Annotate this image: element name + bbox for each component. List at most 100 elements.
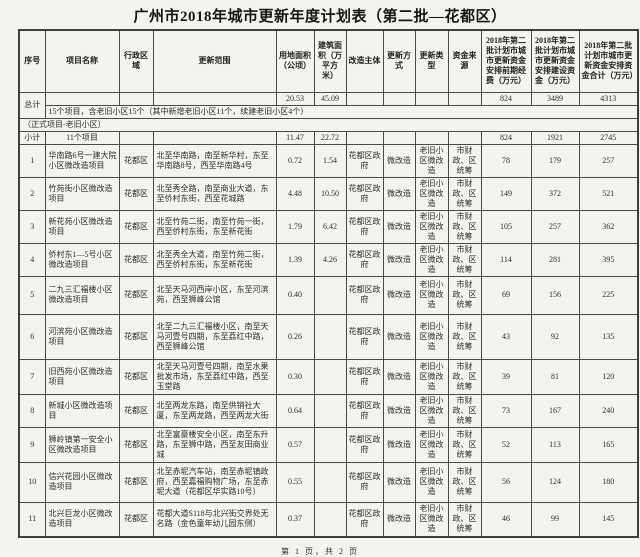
cell-pre-fund: 69 — [480, 275, 532, 315]
cell-type: 老旧小区微改造 — [414, 358, 449, 395]
cell-type: 老旧小区微改造 — [414, 275, 449, 315]
cell-empty — [44, 91, 120, 106]
cell-fund-source: 市财政、区统筹 — [447, 358, 482, 395]
cell-no: 7 — [18, 358, 46, 395]
cell-construction-fund: 92 — [530, 313, 580, 360]
cell-district: 花都区 — [118, 176, 154, 211]
cell-total-fund: 257 — [578, 143, 639, 178]
table-row: 5 二九三汇福楼小区微改造项目 花都区 北至天马河西岸小区，东至河滨苑，西至狮峰公馆 0… — [18, 275, 639, 315]
cell-building-area: 6.42 — [313, 209, 347, 244]
cell-pre-fund: 78 — [480, 143, 532, 178]
col-header-subject: 改造主体 — [345, 29, 384, 93]
cell-fund-source: 市财政、区统筹 — [447, 242, 482, 277]
cell-district: 花都区 — [118, 501, 154, 538]
cell-construction-fund: 372 — [530, 176, 580, 211]
subtotal-label: 小计 — [18, 130, 46, 145]
total-land-area: 20.53 — [275, 91, 315, 106]
cell-pre-fund: 39 — [480, 358, 532, 395]
cell-subject: 花都区政府 — [345, 501, 384, 538]
col-header-scope: 更新范围 — [152, 29, 277, 93]
total-construction-fund: 3489 — [530, 91, 580, 106]
cell-building-area — [313, 426, 347, 463]
cell-total-fund: 362 — [578, 209, 639, 244]
cell-pre-fund: 114 — [480, 242, 532, 277]
cell-district: 花都区 — [118, 358, 154, 395]
cell-fund-source: 市财政、区统筹 — [447, 461, 482, 503]
total-total-fund: 4313 — [578, 91, 639, 106]
cell-land-area: 0.55 — [275, 461, 315, 503]
cell-pre-fund: 105 — [480, 209, 532, 244]
cell-scope: 北至富豪楼安全小区，南至东升路，东至狮中路，西至友田商业城 — [152, 426, 277, 463]
cell-land-area: 1.39 — [275, 242, 315, 277]
cell-building-area — [313, 275, 347, 315]
cell-name: 信兴花园小区微改造项目 — [44, 461, 120, 503]
cell-fund-source: 市财政、区统筹 — [447, 313, 482, 360]
col-header-fund-source: 资金来源 — [447, 29, 482, 93]
total-note-row: 15个项目，含老旧小区15个（其中新增老旧小区11个，续建老旧小区4个） — [19, 104, 639, 119]
cell-type: 老旧小区微改造 — [414, 176, 449, 211]
cell-method: 微改造 — [382, 209, 416, 244]
cell-total-fund: 145 — [578, 501, 639, 538]
cell-no: 9 — [18, 426, 46, 463]
cell-fund-source: 市财政、区统筹 — [447, 275, 482, 315]
cell-method: 微改造 — [382, 143, 416, 178]
cell-construction-fund: 281 — [530, 242, 580, 277]
table-row: 2 竹苑街小区微改造项目 花都区 北至秀全路，南至商业大道，东至侨村东街，西至花城路 4… — [18, 176, 639, 211]
cell-total-fund: 120 — [578, 358, 639, 395]
cell-method: 微改造 — [382, 358, 416, 395]
cell-no: 4 — [18, 242, 46, 277]
total-label: 总计 — [18, 91, 46, 119]
col-header-type: 更新类型 — [414, 29, 449, 93]
total-row: 总计 20.53 45.09 824 3489 4313 — [18, 91, 639, 119]
cell-pre-fund: 46 — [480, 501, 532, 538]
subtotal-construction-fund: 1921 — [530, 130, 580, 145]
cell-district: 花都区 — [118, 242, 154, 277]
cell-name: 河滨苑小区微改造项目 — [44, 313, 120, 360]
cell-subject: 花都区政府 — [345, 358, 384, 395]
cell-scope: 花都大道S118与北兴街交界处无名路（金色童年幼儿园东侧） — [152, 501, 277, 538]
cell-scope: 北至二九三汇福楼小区，南至天马河壹号四期，东至荔红中路，西至狮峰公馆 — [152, 313, 277, 360]
cell-land-area: 0.37 — [275, 501, 315, 538]
cell-land-area: 0.30 — [275, 358, 315, 395]
cell-scope: 北至华南路，南至新华村，东至华南路8号，西至华南路4号 — [152, 143, 277, 178]
cell-scope: 北至天马河西岸小区，东至河滨苑，西至狮峰公馆 — [152, 275, 277, 315]
page-title: 广州市2018年城市更新年度计划表（第二批—花都区） — [133, 9, 507, 25]
cell-empty — [382, 91, 416, 106]
cell-fund-source: 市财政、区统筹 — [447, 393, 482, 428]
cell-subject: 花都区政府 — [345, 461, 384, 503]
cell-no: 5 — [18, 275, 46, 315]
cell-scope: 北至竹苑二街，南至竹苑一街，西至侨村东街，东至新花街 — [152, 209, 277, 244]
cell-construction-fund: 257 — [530, 209, 580, 244]
cell-scope: 北至天马河壹号四期，南至水果批发市场，东至荔红中路，西至玉堂路 — [152, 358, 277, 395]
col-header-land-area: 用地面积（公顷） — [275, 29, 315, 93]
cell-name: 竹苑街小区微改造项目 — [44, 176, 120, 211]
cell-name: 新城小区微改造项目 — [44, 393, 120, 428]
subtotal-row: 小计 11个项目 11.47 22.72 824 1921 2745 — [18, 130, 639, 145]
table-row: 4 侨村东1—5号小区微改造项目 花都区 北至秀全大道，南至竹苑二街，西至侨村东街，东… — [18, 242, 639, 277]
cell-scope: 北至赤坭汽车站，南至赤坭镇政府，西至嘉福购物广场，东至赤坭大道（花都区华实路10… — [152, 461, 277, 503]
cell-district: 花都区 — [118, 426, 154, 463]
cell-land-area: 0.57 — [275, 426, 315, 463]
cell-land-area: 0.26 — [275, 313, 315, 360]
total-note: 15个项目，含老旧小区15个（其中新增老旧小区11个，续建老旧小区4个） — [44, 104, 639, 119]
cell-subject: 花都区政府 — [345, 393, 384, 428]
cell-building-area: 1.54 — [313, 143, 347, 178]
cell-name: 北兴巨龙小区微改造项目 — [44, 501, 120, 538]
cell-no: 11 — [18, 501, 46, 538]
cell-construction-fund: 156 — [530, 275, 580, 315]
cell-type: 老旧小区微改造 — [414, 501, 449, 538]
cell-building-area: 4.26 — [313, 242, 347, 277]
cell-building-area — [313, 501, 347, 538]
cell-no: 1 — [18, 143, 46, 178]
cell-method: 微改造 — [382, 393, 416, 428]
cell-name: 狮岭镇第一安全小区微改造项目 — [44, 426, 120, 463]
table-row: 11 北兴巨龙小区微改造项目 花都区 花都大道S118与北兴街交界处无名路（金色童年幼… — [18, 501, 639, 538]
cell-name: 新花苑小区微改造项目 — [44, 209, 120, 244]
cell-construction-fund: 167 — [530, 393, 580, 428]
table-row: 10 信兴花园小区微改造项目 花都区 北至赤坭汽车站，南至赤坭镇政府，西至嘉福购物广场… — [18, 461, 639, 503]
cell-name: 二九三汇福楼小区微改造项目 — [44, 275, 120, 315]
cell-empty — [414, 130, 449, 145]
cell-fund-source: 市财政、区统筹 — [447, 209, 482, 244]
cell-pre-fund: 52 — [480, 426, 532, 463]
cell-land-area: 4.48 — [275, 176, 315, 211]
